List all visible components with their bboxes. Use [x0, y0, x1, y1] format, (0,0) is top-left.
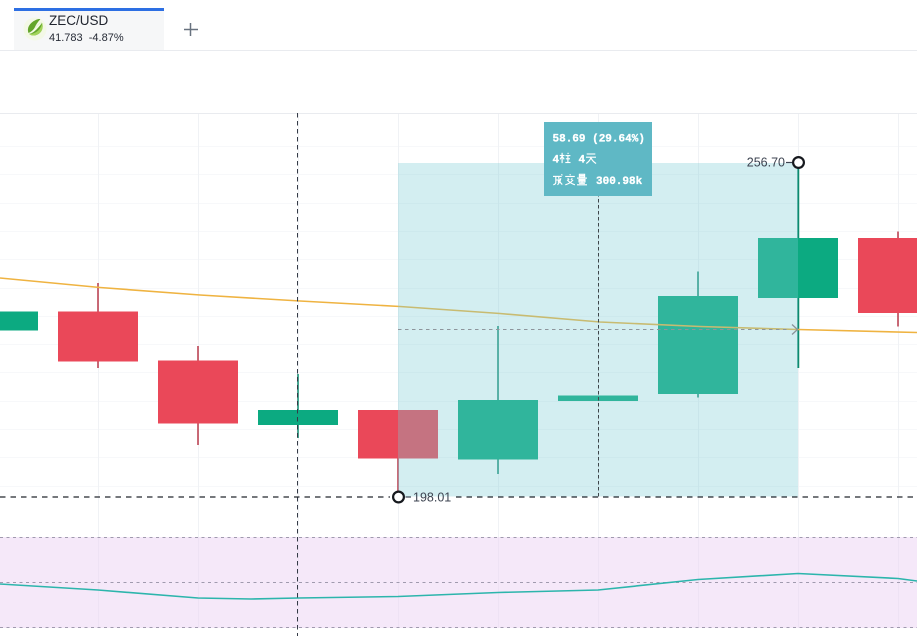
svg-text:256.70: 256.70: [747, 156, 785, 170]
svg-text:4: 4: [553, 155, 560, 167]
svg-text:300.98k: 300.98k: [596, 176, 643, 188]
svg-text:198.01: 198.01: [413, 491, 451, 505]
svg-text:58.69 (29.64%): 58.69 (29.64%): [553, 134, 645, 146]
svg-text:4: 4: [579, 155, 586, 167]
